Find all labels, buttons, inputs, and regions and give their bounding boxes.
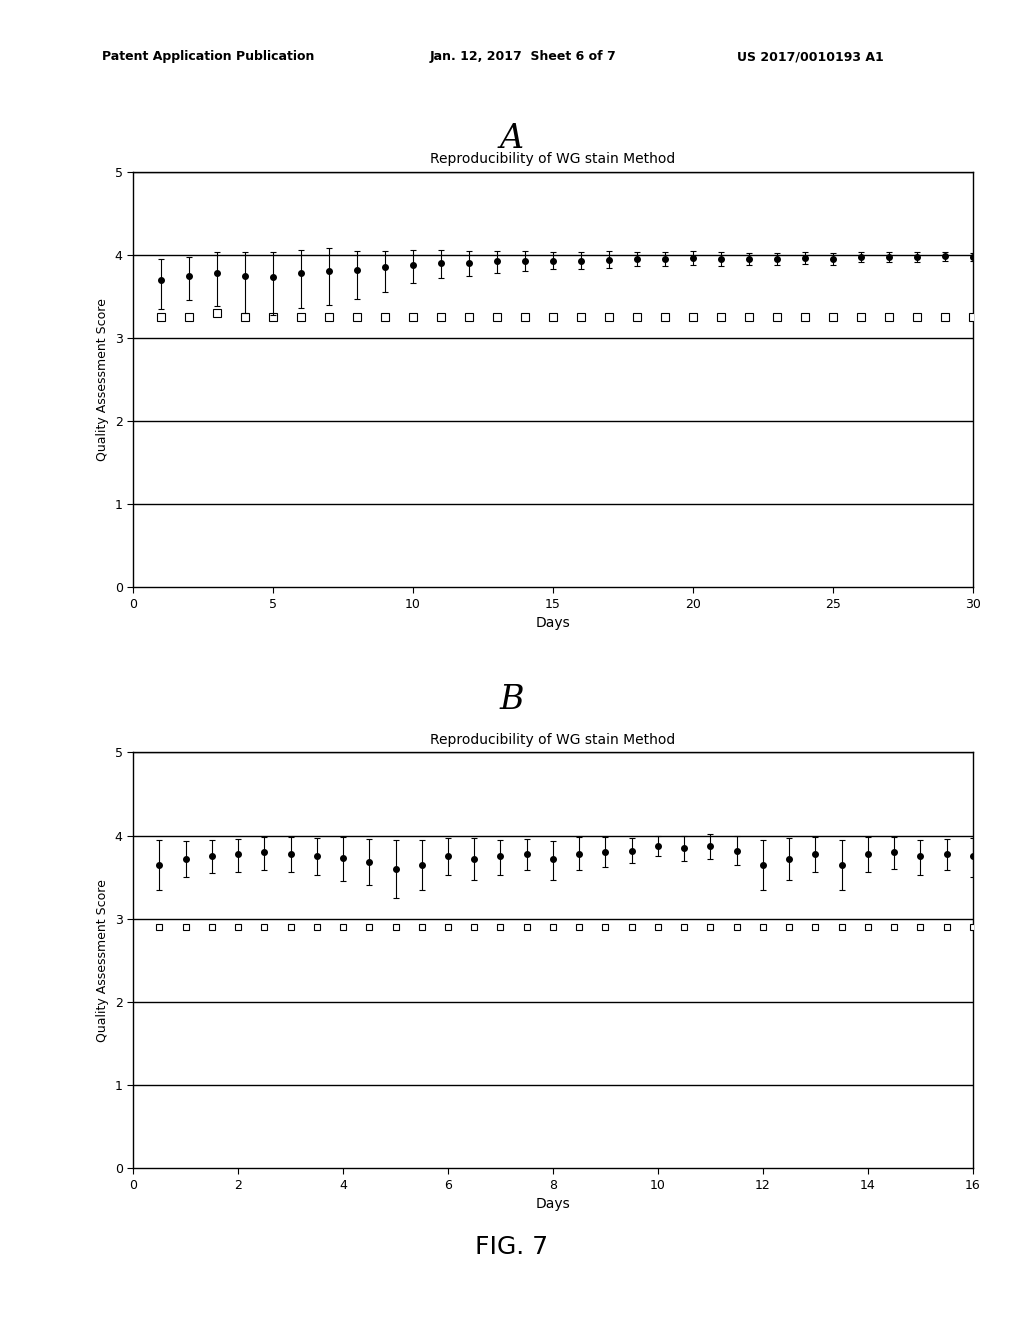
Text: B: B [500,684,524,715]
Text: FIG. 7: FIG. 7 [475,1236,549,1259]
Text: A: A [500,123,524,154]
Title: Reproducibility of WG stain Method: Reproducibility of WG stain Method [430,152,676,166]
X-axis label: Days: Days [536,1197,570,1212]
Y-axis label: Quality Assessment Score: Quality Assessment Score [96,298,110,461]
X-axis label: Days: Days [536,616,570,631]
Y-axis label: Quality Assessment Score: Quality Assessment Score [96,879,110,1041]
Text: US 2017/0010193 A1: US 2017/0010193 A1 [737,50,884,63]
Text: Patent Application Publication: Patent Application Publication [102,50,314,63]
Title: Reproducibility of WG stain Method: Reproducibility of WG stain Method [430,733,676,747]
Text: Jan. 12, 2017  Sheet 6 of 7: Jan. 12, 2017 Sheet 6 of 7 [430,50,616,63]
